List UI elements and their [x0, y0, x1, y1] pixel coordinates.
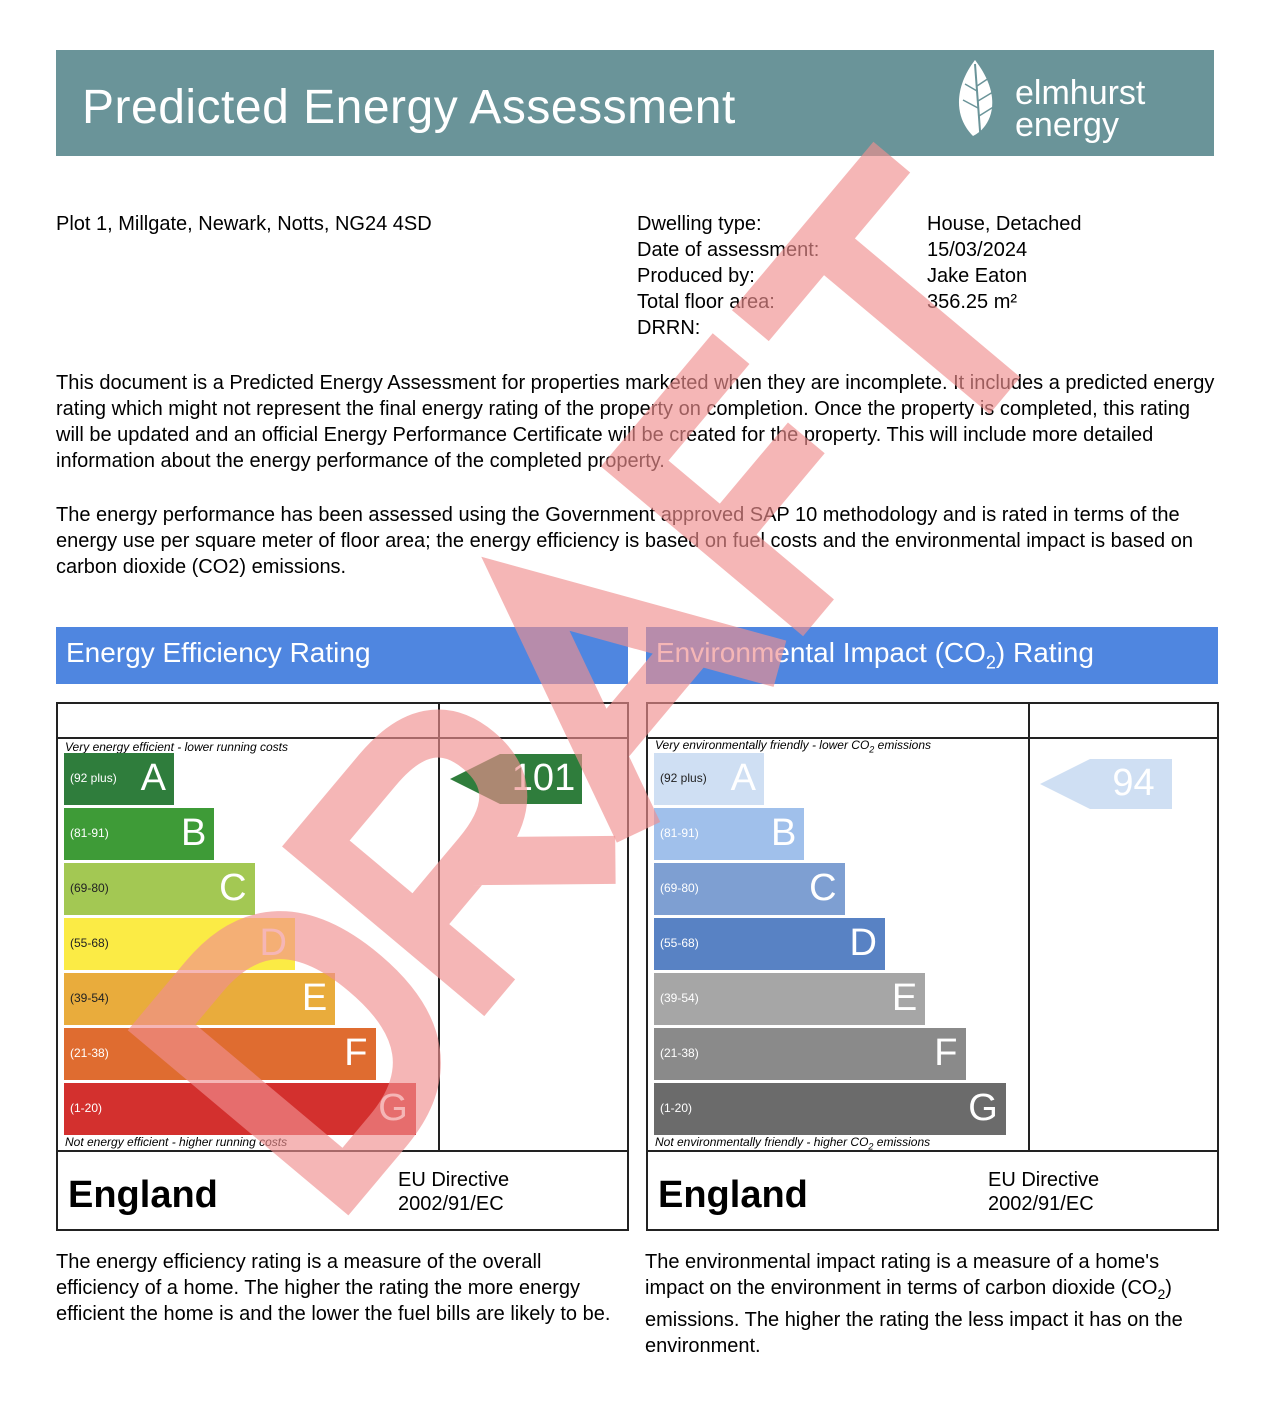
environment-rating-chart: Very environmentally friendly - lower CO… [646, 702, 1219, 1231]
energy-description: The energy efficiency rating is a measur… [56, 1251, 611, 1325]
detail-label: DRRN: [637, 317, 701, 339]
band-letter: C [809, 867, 837, 909]
band-letter: D [849, 922, 877, 964]
band-range: (92 plus) [70, 771, 117, 785]
eu-directive: EU Directive 2002/91/EC [398, 1168, 509, 1216]
detail-value: 15/03/2024 [927, 239, 1028, 261]
band-range: (21-38) [70, 1046, 109, 1060]
elmhurst-logo: elmhurst energy [953, 56, 1168, 148]
country-label: England [658, 1174, 808, 1216]
eu-directive-line-1: EU Directive [398, 1169, 510, 1191]
rating-band-e: (39-54) E [654, 973, 926, 1025]
band-range: (55-68) [660, 936, 699, 950]
band-range: (69-80) [660, 881, 699, 895]
current-rating-value: 101 [511, 757, 576, 799]
band-letter: E [301, 977, 328, 1019]
rating-band-d: (55-68) D [64, 918, 295, 970]
environment-section-title: Environmental Impact (CO2) Rating [646, 627, 1218, 684]
top-caption: Very environmentally friendly - lower CO… [655, 738, 931, 755]
band-letter: D [259, 922, 287, 964]
band-letter: E [891, 977, 918, 1019]
detail-label: Produced by: [637, 265, 755, 287]
band-letter: G [968, 1087, 998, 1129]
top-caption: Very energy efficient - lower running co… [65, 740, 288, 754]
band-range: (21-38) [660, 1046, 699, 1060]
detail-value: House, Detached [927, 213, 1082, 235]
eu-directive-line-2: 2002/91/EC [988, 1193, 1094, 1215]
band-range: (69-80) [70, 881, 109, 895]
band-letter: F [934, 1032, 958, 1074]
band-letter: C [219, 867, 247, 909]
intro-paragraph: This document is a Predicted Energy Asse… [56, 372, 1215, 472]
rating-band-a: (92 plus) A [64, 753, 174, 805]
bottom-caption: Not environmentally friendly - higher CO… [655, 1135, 931, 1152]
column-divider [1028, 704, 1030, 1152]
page-title: Predicted Energy Assessment [82, 81, 736, 134]
rating-band-g: (1-20) G [64, 1083, 416, 1135]
band-range: (1-20) [660, 1101, 693, 1115]
leaf-icon [958, 60, 996, 145]
band-letter: G [378, 1087, 408, 1129]
rating-band-c: (69-80) C [654, 863, 845, 915]
current-rating-arrow: 94 [1040, 759, 1172, 809]
detail-label: Dwelling type: [637, 213, 762, 235]
chart-header-row [648, 704, 1217, 739]
chart-header-row [58, 704, 627, 739]
energy-section-title: Energy Efficiency Rating [56, 627, 628, 684]
rating-band-f: (21-38) F [654, 1028, 966, 1080]
detail-row: Total floor area: 356.25 m² [637, 289, 1082, 315]
detail-label: Date of assessment: [637, 239, 820, 261]
detail-row: DRRN: [637, 315, 1082, 341]
eu-directive: EU Directive 2002/91/EC [988, 1168, 1099, 1216]
band-letter: A [730, 757, 756, 799]
column-divider [438, 704, 440, 1152]
band-range: (39-54) [70, 991, 109, 1005]
rating-band-b: (81-91) B [64, 808, 215, 860]
band-range: (39-54) [660, 991, 699, 1005]
band-range: (81-91) [660, 826, 699, 840]
band-range: (81-91) [70, 826, 109, 840]
eu-directive-line-2: 2002/91/EC [398, 1193, 504, 1215]
environment-description: The environmental impact rating is a mea… [645, 1251, 1183, 1357]
chart-footer-divider [58, 1150, 627, 1152]
page-header: Predicted Energy Assessment elmhurst ene… [56, 50, 1214, 156]
rating-band-c: (69-80) C [64, 863, 255, 915]
detail-row: Date of assessment: 15/03/2024 [637, 237, 1082, 263]
current-rating-arrow: 101 [450, 754, 582, 804]
rating-band-f: (21-38) F [64, 1028, 376, 1080]
details-list: Dwelling type: House, Detached Date of ass… [637, 211, 1082, 341]
chart-footer-divider [648, 1150, 1217, 1152]
rating-band-a: (92 plus) A [654, 753, 764, 805]
rating-band-e: (39-54) E [64, 973, 336, 1025]
detail-value: 356.25 m² [927, 291, 1018, 313]
bottom-caption: Not energy efficient - higher running co… [65, 1135, 288, 1149]
band-range: (1-20) [70, 1101, 103, 1115]
detail-value: Jake Eaton [927, 265, 1028, 287]
band-letter: A [140, 757, 166, 799]
property-address: Plot 1, Millgate, Newark, Notts, NG24 4S… [56, 213, 432, 235]
rating-band-b: (81-91) B [654, 808, 805, 860]
band-range: (55-68) [70, 936, 109, 950]
country-label: England [68, 1174, 218, 1216]
detail-row: Produced by: Jake Eaton [637, 263, 1082, 289]
band-range: (92 plus) [660, 771, 707, 785]
band-letter: B [180, 812, 207, 854]
energy-rating-chart: Very energy efficient - lower running co… [56, 702, 629, 1231]
current-rating-value: 94 [1112, 762, 1155, 804]
rating-band-d: (55-68) D [654, 918, 885, 970]
logo-text-2: energy [1015, 106, 1119, 144]
eu-directive-line-1: EU Directive [988, 1169, 1100, 1191]
logo-text-1: elmhurst [1015, 74, 1146, 112]
detail-row: Dwelling type: House, Detached [637, 211, 1082, 237]
methodology-paragraph: The energy performance has been assessed… [56, 504, 1193, 578]
rating-band-g: (1-20) G [654, 1083, 1006, 1135]
band-letter: B [770, 812, 797, 854]
detail-label: Total floor area: [637, 291, 775, 313]
band-letter: F [344, 1032, 368, 1074]
